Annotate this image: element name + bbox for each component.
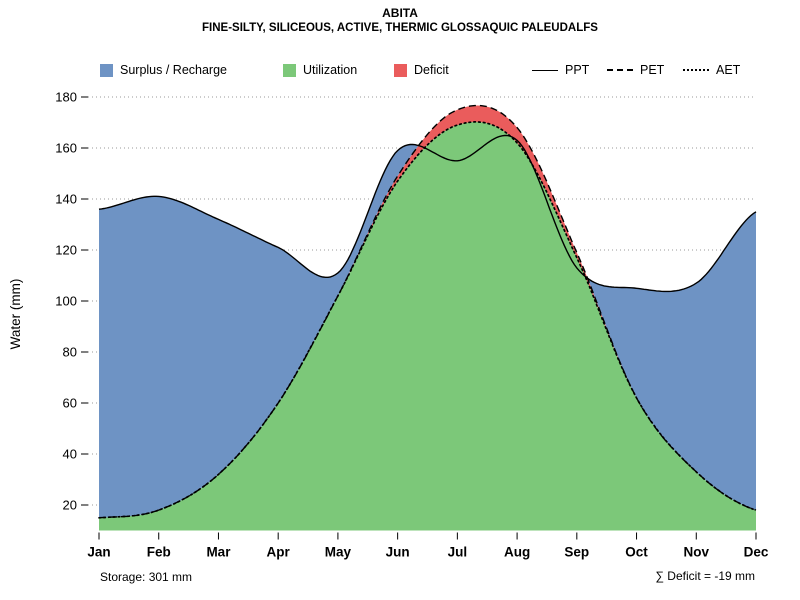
deficit-sum-note: ∑ Deficit = -19 mm [655,569,755,583]
legend-label-utilization: Utilization [303,63,358,77]
x-tick-label: Feb [147,545,171,560]
x-tick-label: Oct [625,545,648,560]
x-tick-label: Dec [744,545,769,560]
x-tick-label: Mar [206,545,231,560]
aet-line [98,121,757,519]
storage-note: Storage: 301 mm [100,570,193,584]
chart-title: ABITA [382,6,418,20]
y-tick-label: 140 [55,192,77,207]
x-tick-label: Apr [267,545,291,560]
legend-item-ppt: PPT [532,62,589,78]
legend-item-surplus: Surplus / Recharge [100,62,227,78]
x-tick-label: Jan [87,545,110,560]
legend-label-surplus: Surplus / Recharge [120,63,228,77]
utilization-swatch-icon [283,63,296,77]
y-tick-label: 40 [63,447,77,462]
legend-label-aet: AET [716,63,741,77]
y-tick-label: 80 [63,345,77,360]
y-tick-label: 180 [55,90,77,105]
dashed-line-icon [607,69,633,71]
y-tick-label: 160 [55,141,77,156]
ppt-line [98,134,757,293]
x-tick-label: Nov [684,545,710,560]
chart-subtitle: FINE-SILTY, SILICEOUS, ACTIVE, THERMIC G… [202,22,598,34]
y-tick-label: 20 [63,498,77,513]
surplus-swatch-icon [100,63,113,77]
y-tick-label: 100 [55,294,77,309]
x-tick-label: Jun [386,545,410,560]
legend-label-ppt: PPT [565,63,590,77]
legend-item-pet: PET [607,62,664,78]
y-tick-label: 120 [55,243,77,258]
y-axis-title: Water (mm) [8,279,23,350]
legend-item-deficit: Deficit [394,62,449,78]
solid-line-icon [532,69,558,71]
x-tick-label: Jul [448,545,468,560]
pet-line [98,104,757,519]
y-tick-label: 60 [63,396,77,411]
x-tick-label: Aug [504,545,530,560]
legend: Surplus / Recharge Utilization Deficit P… [0,62,800,80]
legend-item-utilization: Utilization [283,62,357,78]
x-tick-label: May [325,545,352,560]
utilization-area [99,121,756,531]
legend-item-aet: AET [683,62,740,78]
deficit-swatch-icon [394,63,407,77]
legend-label-pet: PET [640,63,665,77]
legend-label-deficit: Deficit [414,63,449,77]
x-tick-label: Sep [564,545,589,560]
surplus-area [99,135,756,518]
dotted-line-icon [683,69,709,71]
